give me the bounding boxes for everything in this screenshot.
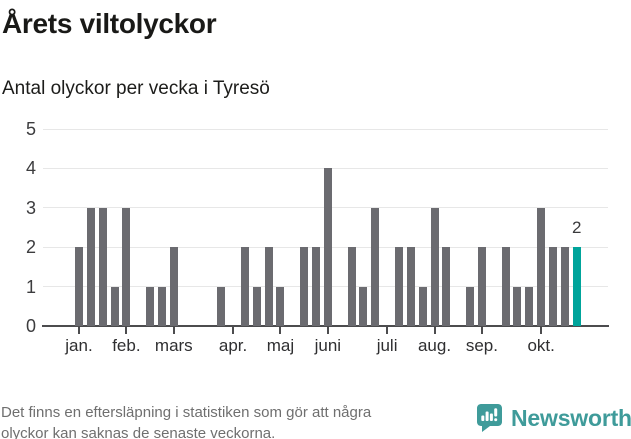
x-axis-tick-feb [125, 327, 128, 334]
bar-week-31 [430, 207, 439, 326]
bar-week-39 [525, 286, 534, 326]
y-axis-label-5: 5 [25, 119, 36, 139]
x-axis-tick-apr [232, 327, 235, 334]
bar-week-2 [86, 207, 95, 326]
bar-week-5 [122, 207, 131, 326]
bar-week-29 [406, 247, 415, 326]
y-axis-label-1: 1 [25, 276, 36, 297]
x-axis-tick-maj [279, 327, 282, 334]
x-axis-tick-mars [172, 327, 175, 334]
y-axis-label-4: 4 [25, 158, 36, 179]
x-axis-tick-juni [326, 327, 329, 334]
x-axis-tick-okt [540, 327, 543, 334]
bar-week-9 [169, 247, 178, 326]
bar-week-26 [371, 207, 380, 326]
bar-week-20 [300, 247, 309, 326]
last-bar-value-label: 2 [571, 218, 582, 238]
bar-week-41 [549, 247, 557, 326]
y-axis-label-0: 0 [25, 316, 36, 336]
x-axis-label-maj: maj [266, 336, 295, 355]
x-axis-line [42, 325, 609, 327]
bar-week-37 [501, 247, 510, 326]
bar-week-42 [560, 247, 569, 326]
bar-week-13 [217, 286, 226, 326]
bar-week-40 [537, 207, 546, 326]
x-axis-label-aug: aug. [417, 336, 452, 355]
x-axis-tick-sep [480, 327, 483, 334]
bar-week-22 [323, 168, 332, 326]
bar-week-3 [98, 207, 107, 326]
bar-week-30 [418, 286, 427, 326]
bar-week-24 [347, 247, 356, 326]
x-axis-label-juni: juni [314, 336, 342, 355]
x-axis-label-juli: juli [376, 336, 398, 355]
bar-week-25 [359, 286, 368, 326]
bar-week-4 [110, 286, 119, 326]
x-axis-tick-aug [433, 327, 436, 334]
bar-week-16 [252, 286, 261, 326]
bar-week-38 [513, 286, 522, 326]
bar-week-7 [146, 286, 155, 326]
x-axis-label-okt: okt. [527, 336, 555, 355]
page-title: Årets viltolyckor [2, 8, 217, 39]
y-axis-label-3: 3 [25, 197, 36, 218]
bar-week-34 [466, 286, 475, 326]
bar-week-43-highlighted [572, 247, 581, 326]
x-axis-label-feb: feb. [112, 336, 141, 355]
bar-week-35 [477, 247, 486, 326]
bar-week-8 [157, 286, 166, 326]
bar-week-28 [394, 247, 403, 326]
gridline-y-5 [43, 128, 608, 130]
bar-week-21 [312, 247, 320, 326]
x-axis-label-sep: sep. [465, 336, 498, 355]
bar-week-15 [240, 247, 249, 326]
x-axis-tick-juli [386, 327, 389, 334]
x-axis-label-jan: jan. [65, 336, 93, 355]
x-axis-label-mars: mars [154, 336, 193, 355]
bar-week-32 [442, 247, 451, 326]
chart-subtitle: Antal olyckor per vecka i Tyresö [2, 78, 270, 99]
x-axis-label-apr: apr. [218, 336, 248, 355]
newsworthy-speech-bubble-chart-icon [477, 404, 502, 432]
footer-note-line-2: olyckor kan saknas de senaste veckorna. [1, 425, 276, 439]
newsworthy-logo-text: Newsworthy [511, 404, 631, 431]
bar-week-18 [276, 286, 285, 326]
newsworthy-logo: Newsworthy [477, 404, 631, 432]
bar-week-1 [75, 247, 83, 326]
y-axis-label-2: 2 [25, 237, 36, 258]
footer-note-line-1: Det finns en eftersläpning i statistiken… [1, 404, 372, 421]
footer-note: Det finns en eftersläpning i statistiken… [1, 402, 371, 439]
x-axis-tick-jan [78, 327, 80, 334]
bar-week-17 [264, 247, 273, 326]
